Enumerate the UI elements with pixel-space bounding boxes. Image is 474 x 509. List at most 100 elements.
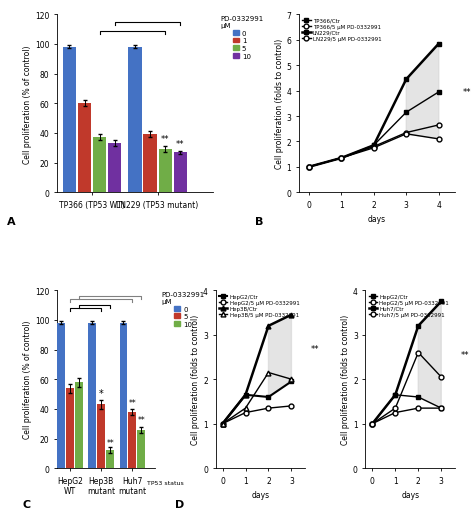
Text: **: **: [128, 398, 136, 407]
X-axis label: days: days: [401, 491, 419, 499]
LN229/5 μM PD-0332991: [403, 131, 409, 137]
HepG2/Ctr: [265, 394, 271, 400]
TP366/Ctr: [338, 156, 344, 162]
Line: HepG2/Ctr: HepG2/Ctr: [370, 392, 444, 427]
HepG2/Ctr: [219, 421, 225, 427]
LN229/5 μM PD-0332991: [338, 156, 344, 162]
Bar: [128, 412, 136, 468]
Hep3B/5 μM PD-0332991: [243, 405, 248, 411]
Y-axis label: Cell proliferation (folds to control): Cell proliferation (folds to control): [341, 315, 350, 444]
LN229/Ctr: [436, 41, 442, 47]
Text: **: **: [463, 88, 472, 97]
Y-axis label: Cell proliferation (% of control): Cell proliferation (% of control): [23, 45, 32, 163]
Text: **: **: [106, 438, 114, 447]
LN229/Ctr: [306, 164, 311, 171]
Text: B: B: [255, 217, 264, 227]
HepG2/Ctr: [369, 421, 375, 427]
Text: D: D: [175, 499, 184, 509]
Line: Hep3B/5 μM PD-0332991: Hep3B/5 μM PD-0332991: [220, 371, 294, 427]
TP366/5 μM PD-0332991: [306, 164, 311, 171]
Huh7/5 μM PD-0332991: [369, 421, 375, 427]
Legend: TP366/Ctr, TP366/5 μM PD-0332991, LN229/Ctr, LN229/5 μM PD-0332991: TP366/Ctr, TP366/5 μM PD-0332991, LN229/…: [301, 18, 382, 42]
HepG2/5 μM PD-0332991: [415, 405, 421, 411]
Legend: HepG2/Ctr, HepG2/5 μM PD-0332991, Hep3B/Ctr, Hep3B/5 μM PD-0332991: HepG2/Ctr, HepG2/5 μM PD-0332991, Hep3B/…: [219, 293, 300, 318]
TP366/Ctr: [306, 164, 311, 171]
Bar: [173, 153, 187, 193]
Hep3B/Ctr: [243, 392, 248, 398]
Text: TP53 status: TP53 status: [147, 480, 184, 485]
LN229/5 μM PD-0332991: [436, 136, 442, 143]
HepG2/Ctr: [438, 405, 444, 411]
Text: **: **: [311, 344, 319, 353]
Line: Huh7/5 μM PD-0332991: Huh7/5 μM PD-0332991: [370, 350, 444, 427]
TP366/Ctr: [371, 143, 376, 149]
Bar: [97, 405, 105, 468]
Text: **: **: [176, 139, 184, 149]
Bar: [57, 323, 65, 468]
Huh7/Ctr: [392, 392, 398, 398]
Bar: [108, 144, 121, 193]
X-axis label: days: days: [368, 215, 386, 224]
Huh7/Ctr: [415, 323, 421, 329]
HepG2/5 μM PD-0332991: [369, 421, 375, 427]
Hep3B/Ctr: [289, 312, 294, 318]
Bar: [93, 138, 106, 193]
Legend: 0, 1, 5, 10: 0, 1, 5, 10: [219, 15, 264, 61]
Line: HepG2/5 μM PD-0332991: HepG2/5 μM PD-0332991: [220, 404, 294, 427]
Bar: [144, 135, 157, 193]
Hep3B/5 μM PD-0332991: [265, 370, 271, 376]
Bar: [128, 48, 142, 193]
Hep3B/Ctr: [265, 323, 271, 329]
TP366/Ctr: [436, 90, 442, 96]
HepG2/5 μM PD-0332991: [265, 405, 271, 411]
Line: TP366/Ctr: TP366/Ctr: [306, 90, 441, 170]
Line: HepG2/Ctr: HepG2/Ctr: [220, 379, 294, 427]
Polygon shape: [268, 315, 292, 397]
Huh7/5 μM PD-0332991: [415, 350, 421, 356]
LN229/5 μM PD-0332991: [306, 164, 311, 171]
Polygon shape: [406, 44, 439, 139]
Text: **: **: [161, 135, 169, 144]
LN229/Ctr: [403, 77, 409, 83]
Text: *: *: [99, 388, 104, 398]
Text: **: **: [137, 416, 145, 425]
HepG2/Ctr: [289, 379, 294, 385]
HepG2/5 μM PD-0332991: [243, 410, 248, 416]
HepG2/5 μM PD-0332991: [392, 410, 398, 416]
Legend: 0, 5, 10: 0, 5, 10: [161, 291, 206, 328]
Polygon shape: [418, 302, 441, 408]
TP366/5 μM PD-0332991: [436, 123, 442, 129]
X-axis label: days: days: [251, 491, 270, 499]
TP366/Ctr: [403, 110, 409, 116]
Hep3B/5 μM PD-0332991: [219, 421, 225, 427]
Bar: [78, 104, 91, 193]
Bar: [89, 323, 96, 468]
TP366/5 μM PD-0332991: [371, 144, 376, 150]
Huh7/5 μM PD-0332991: [392, 405, 398, 411]
Line: HepG2/5 μM PD-0332991: HepG2/5 μM PD-0332991: [370, 406, 444, 427]
Text: A: A: [7, 217, 16, 227]
LN229/5 μM PD-0332991: [371, 146, 376, 152]
Bar: [106, 450, 114, 468]
Line: TP366/5 μM PD-0332991: TP366/5 μM PD-0332991: [306, 123, 441, 170]
Bar: [158, 150, 172, 193]
HepG2/5 μM PD-0332991: [289, 403, 294, 409]
HepG2/Ctr: [415, 394, 421, 400]
Hep3B/Ctr: [219, 421, 225, 427]
Line: LN229/Ctr: LN229/Ctr: [306, 42, 441, 170]
Legend: HepG2/Ctr, HepG2/5 μM PD-0332991, Huh7/Ctr, Huh7/5 μM PD-0332991: HepG2/Ctr, HepG2/5 μM PD-0332991, Huh7/C…: [368, 293, 450, 318]
Y-axis label: Cell proliferation (folds to control): Cell proliferation (folds to control): [274, 39, 283, 169]
Bar: [63, 48, 76, 193]
Huh7/5 μM PD-0332991: [438, 374, 444, 380]
TP366/5 μM PD-0332991: [403, 130, 409, 136]
Line: LN229/5 μM PD-0332991: LN229/5 μM PD-0332991: [306, 132, 441, 170]
Bar: [66, 388, 74, 468]
LN229/Ctr: [371, 143, 376, 149]
HepG2/Ctr: [243, 392, 248, 398]
Hep3B/5 μM PD-0332991: [289, 376, 294, 382]
Text: C: C: [22, 499, 30, 509]
Bar: [75, 382, 83, 468]
Bar: [119, 323, 128, 468]
TP366/5 μM PD-0332991: [338, 156, 344, 162]
HepG2/Ctr: [392, 392, 398, 398]
